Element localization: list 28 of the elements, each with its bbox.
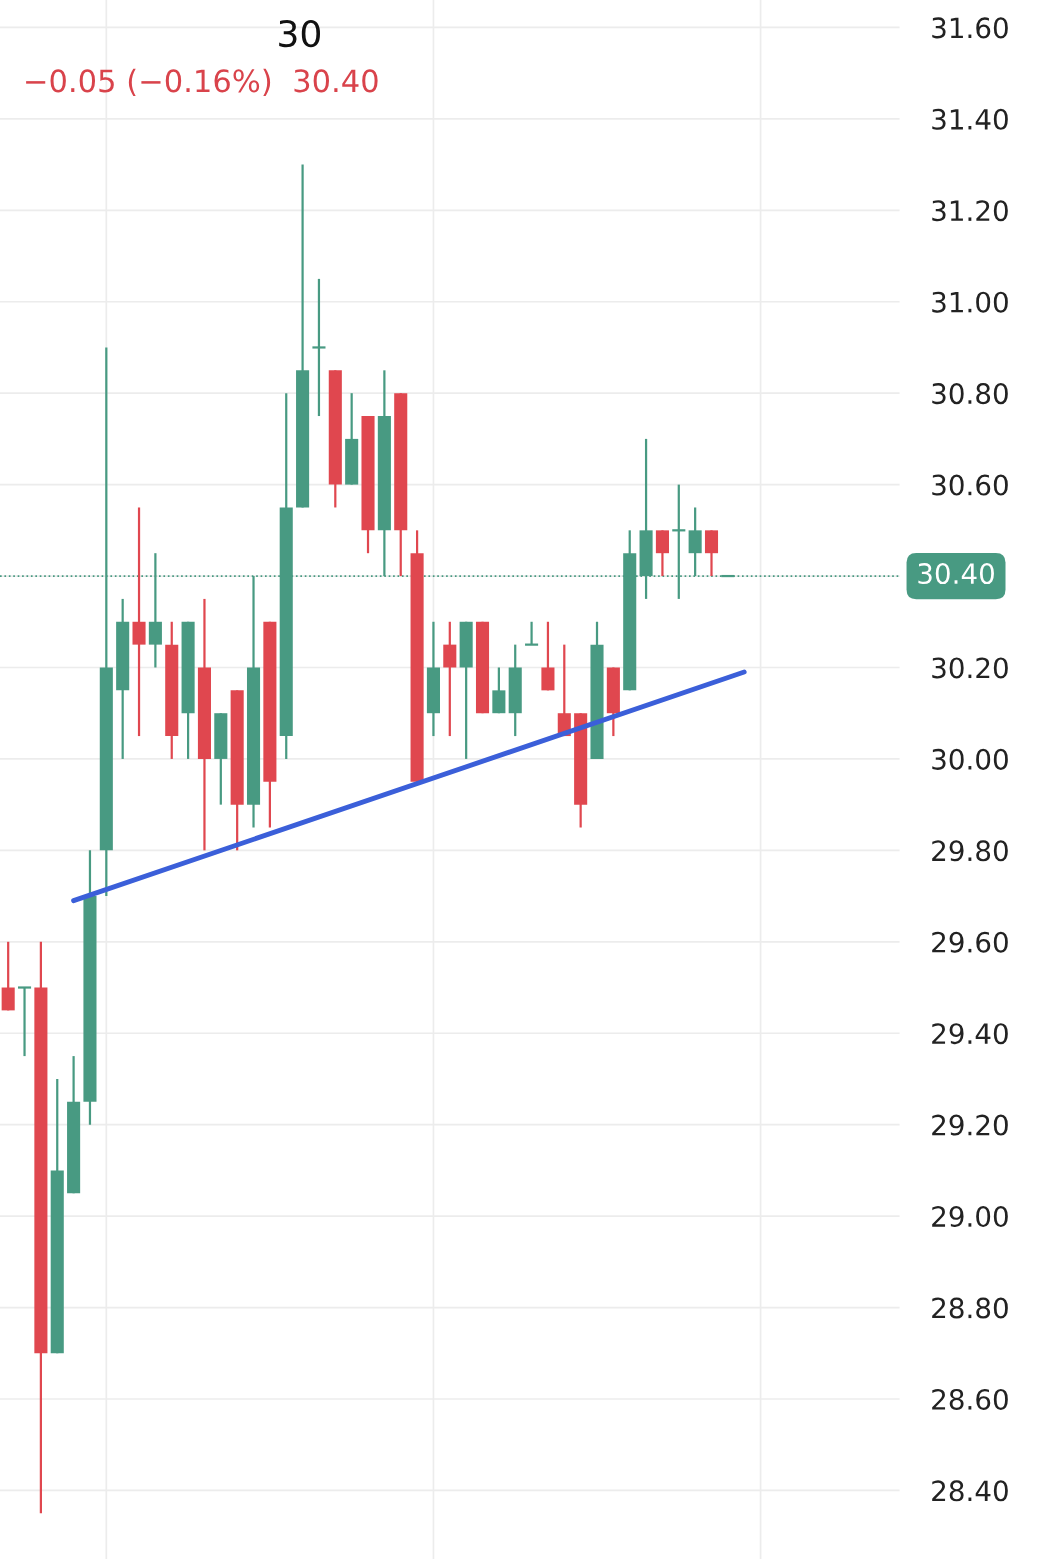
y-tick-label: 31.60	[932, 17, 1008, 39]
candlestick	[1, 940, 15, 1012]
candlestick	[443, 620, 457, 738]
y-tick-label: 30.20	[932, 657, 1008, 679]
y-tick-label: 30.60	[932, 474, 1008, 496]
y-tick-label: 29.40	[932, 1023, 1008, 1045]
candlestick	[492, 666, 506, 715]
chart-title: 30	[279, 19, 320, 48]
candlestick	[655, 529, 669, 578]
ref-line-label: 30.40	[918, 563, 994, 585]
y-tick-label: 28.60	[932, 1388, 1008, 1410]
y-tick-label: 30.80	[932, 383, 1008, 405]
y-tick-label: 29.80	[932, 840, 1008, 862]
y-tick-label: 28.40	[932, 1480, 1008, 1502]
y-tick-label: 31.40	[932, 108, 1008, 130]
candlestick	[541, 620, 555, 692]
candlestick	[704, 529, 719, 578]
candlestick	[132, 506, 146, 738]
candlestick	[311, 277, 327, 418]
y-tick-label: 29.00	[932, 1206, 1008, 1228]
y-tick-label: 28.80	[932, 1297, 1008, 1319]
y-tick-label: 31.00	[932, 291, 1008, 313]
y-tick-label: 29.60	[932, 931, 1008, 953]
y-tick-label: 30.00	[932, 748, 1008, 770]
y-tick-label: 29.20	[932, 1114, 1008, 1136]
y-tick-label: 31.20	[932, 200, 1008, 222]
candlestick	[148, 552, 162, 669]
annotation: −0.05 (−0.16%) 30.40	[26, 68, 378, 97]
